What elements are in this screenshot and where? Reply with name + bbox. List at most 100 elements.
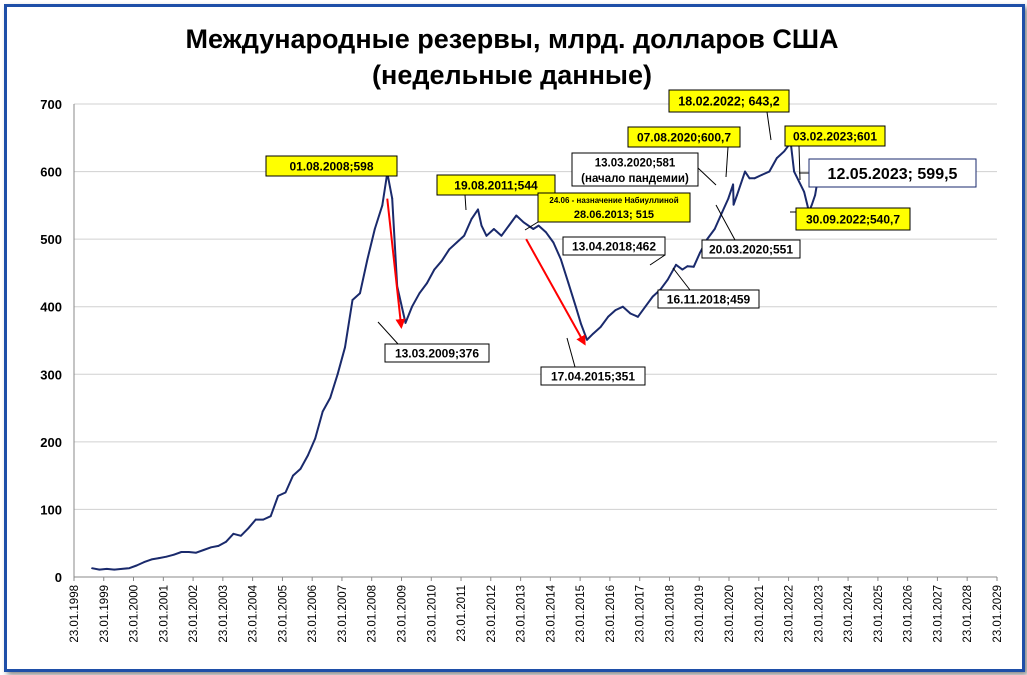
- data-point: [411, 305, 413, 308]
- data-point: [391, 197, 394, 200]
- data-point: [150, 558, 153, 561]
- annotation-box: [808, 158, 977, 188]
- data-point: [699, 251, 701, 254]
- data-point: [477, 208, 479, 211]
- data-point: [644, 305, 647, 308]
- data-point: [744, 170, 746, 173]
- data-point: [753, 177, 756, 180]
- annotation-box: [668, 89, 790, 113]
- annotation-label: 07.08.2020;600,7: [637, 130, 731, 144]
- data-point: [262, 518, 265, 521]
- data-point: [381, 204, 384, 207]
- trend-arrow: [525, 238, 586, 346]
- data-point: [775, 157, 778, 159]
- annotation-box: [562, 236, 666, 256]
- data-point: [426, 282, 428, 284]
- data-point: [599, 326, 602, 328]
- data-point: [329, 397, 332, 399]
- annotation-box: [537, 192, 691, 223]
- x-tick-label: 23.01.2018: [664, 585, 676, 643]
- data-point: [448, 248, 451, 251]
- data-point: [675, 263, 677, 266]
- annotation-leader: [715, 204, 736, 241]
- x-tick-label: 23.01.2003: [218, 585, 230, 643]
- annotation-leader: [798, 145, 801, 181]
- data-point: [637, 315, 639, 318]
- data-point: [732, 183, 734, 186]
- annotation-box: [384, 343, 490, 363]
- data-point: [98, 568, 101, 571]
- data-point: [232, 532, 235, 535]
- data-point: [105, 567, 108, 570]
- annotation-leader: [766, 111, 772, 141]
- annotation-leader: [464, 194, 467, 211]
- annotation-label: 18.02.2022; 643,2: [678, 95, 780, 109]
- data-point: [492, 228, 495, 230]
- x-tick-label: 23.01.2010: [426, 585, 438, 643]
- x-tick-label: 23.01.2013: [516, 585, 528, 643]
- data-point: [592, 332, 594, 335]
- chart-title: Международные резервы, млрд. долларов СШ…: [185, 24, 838, 54]
- x-tick-label: 23.01.2026: [903, 585, 915, 643]
- data-point: [798, 180, 800, 183]
- data-point: [120, 567, 123, 570]
- data-point: [135, 564, 138, 567]
- annotation-box: [657, 289, 760, 309]
- annotation-leader: [697, 167, 717, 186]
- data-point: [803, 190, 805, 193]
- data-point: [440, 259, 443, 262]
- data-point: [172, 553, 175, 556]
- annotation-label: 12.05.2023; 599,5: [828, 166, 958, 183]
- x-tick-label: 23.01.2019: [694, 585, 706, 643]
- annotation-label: 20.03.2020;551: [709, 242, 793, 256]
- x-tick-label: 23.01.2014: [545, 584, 557, 642]
- x-tick-label: 23.01.2022: [784, 585, 796, 643]
- data-point: [247, 527, 250, 530]
- x-tick-label: 23.01.2008: [367, 585, 379, 643]
- data-point: [418, 292, 421, 295]
- x-tick-label: 23.01.2006: [307, 585, 319, 643]
- data-point: [537, 224, 540, 227]
- data-point: [143, 561, 146, 564]
- x-tick-label: 23.01.2020: [724, 585, 736, 643]
- data-point: [552, 241, 555, 244]
- data-point: [455, 241, 458, 244]
- arrows: [386, 198, 586, 346]
- data-point: [254, 518, 257, 521]
- data-point: [128, 567, 131, 570]
- data-point: [515, 214, 518, 217]
- data-point: [113, 568, 116, 571]
- annotation-box: [540, 366, 646, 386]
- y-tick-label: 500: [40, 232, 62, 247]
- annotation-leader: [524, 221, 539, 231]
- data-point: [470, 217, 473, 220]
- data-point: [732, 203, 735, 206]
- x-tick-label: 23.01.2007: [337, 585, 349, 643]
- data-point: [768, 170, 771, 173]
- x-tick-label: 23.01.2017: [635, 585, 647, 643]
- data-point: [480, 224, 483, 227]
- data-point: [721, 211, 724, 214]
- x-tick-label: 23.01.2000: [129, 585, 141, 643]
- annotation-box: [784, 125, 886, 147]
- data-point: [269, 515, 272, 518]
- x-tick-label: 23.01.2021: [754, 585, 766, 643]
- data-point: [727, 197, 730, 200]
- data-point: [195, 551, 198, 554]
- data-point: [666, 278, 669, 281]
- x-tick-label: 23.01.2024: [843, 584, 855, 642]
- annotation-box: [436, 174, 556, 196]
- data-point: [366, 258, 369, 261]
- data-point: [810, 204, 813, 207]
- data-point: [321, 410, 324, 413]
- x-tick-label: 23.01.2029: [992, 585, 1004, 643]
- data-point: [351, 299, 354, 301]
- annotation-label: 16.11.2018;459: [667, 292, 751, 306]
- annotation-label: 13.04.2018;462: [572, 239, 656, 253]
- annotation-box: [571, 152, 699, 187]
- annotation-label: 03.02.2023;601: [793, 129, 877, 143]
- x-tick-label: 23.01.2011: [456, 585, 468, 642]
- annotation-label: 01.08.2008;598: [289, 159, 373, 173]
- data-point: [793, 170, 796, 173]
